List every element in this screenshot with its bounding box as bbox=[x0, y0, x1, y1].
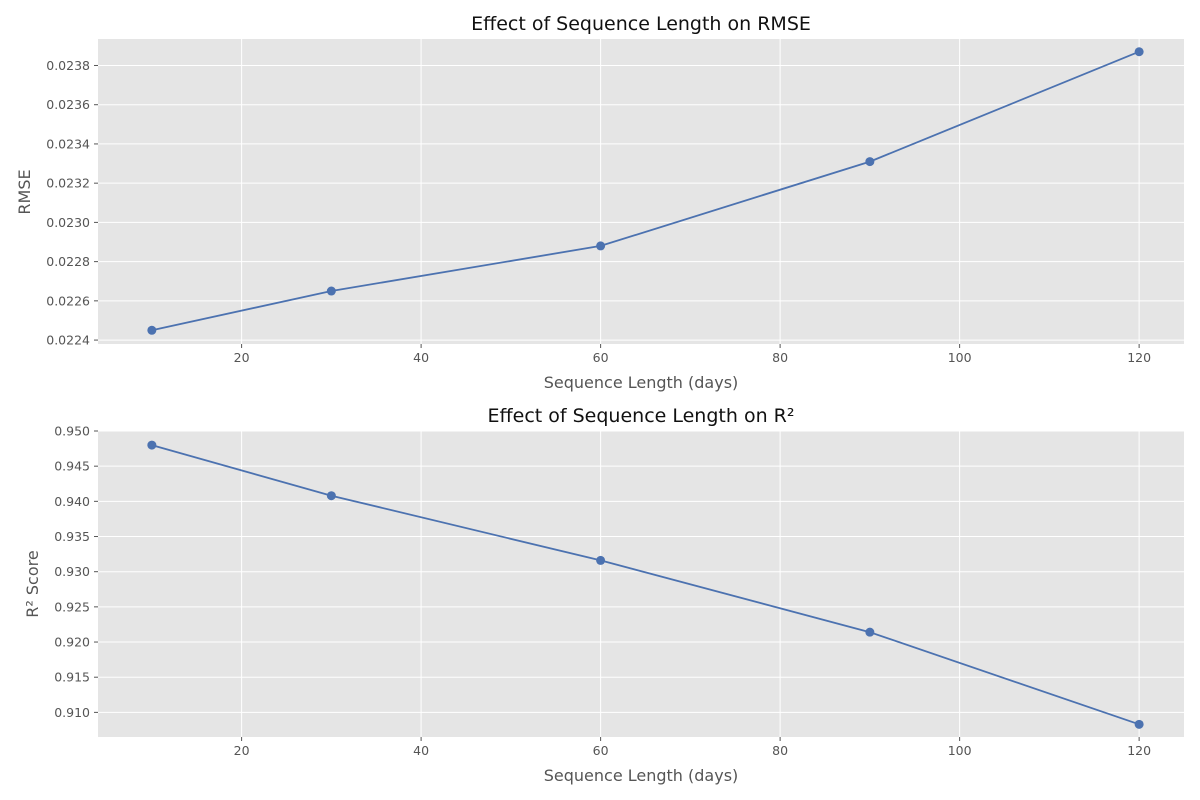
r2-x-tick-label: 60 bbox=[593, 743, 609, 758]
r2-y-tick-label: 0.935 bbox=[54, 529, 90, 544]
r2-x-tick-label: 20 bbox=[234, 743, 250, 758]
rmse-plot-area bbox=[98, 39, 1184, 344]
rmse-chart: 20 40 60 80 100 120 0.0224 0.0226 0.0228 0.0230 0.… bbox=[15, 13, 1184, 392]
rmse-x-tick-label: 120 bbox=[1127, 350, 1151, 365]
r2-chart: 20 40 60 80 100 120 0.910 0.915 0.920 0.925 0.930 0… bbox=[23, 405, 1184, 785]
rmse-y-tick-label: 0.0236 bbox=[46, 97, 90, 112]
rmse-series bbox=[147, 47, 1144, 335]
rmse-x-tick-label: 80 bbox=[772, 350, 788, 365]
rmse-y-tick-label: 0.0224 bbox=[46, 333, 90, 348]
rmse-y-tick-label: 0.0234 bbox=[46, 136, 90, 151]
rmse-x-tick-label: 20 bbox=[234, 350, 250, 365]
r2-y-tick-label: 0.950 bbox=[54, 424, 90, 439]
r2-data-point bbox=[147, 440, 157, 450]
r2-x-axis-label: Sequence Length (days) bbox=[544, 766, 739, 785]
r2-data-point bbox=[326, 491, 336, 501]
rmse-y-tick-label: 0.0226 bbox=[46, 293, 90, 308]
r2-y-tick-label: 0.940 bbox=[54, 494, 90, 509]
rmse-data-point bbox=[326, 286, 336, 296]
rmse-x-axis-label: Sequence Length (days) bbox=[544, 373, 739, 392]
r2-y-tick-label: 0.930 bbox=[54, 564, 90, 579]
rmse-chart-title: Effect of Sequence Length on RMSE bbox=[471, 13, 811, 35]
r2-chart-title: Effect of Sequence Length on R² bbox=[488, 405, 795, 427]
rmse-data-point bbox=[865, 157, 875, 167]
r2-y-axis-label: R² Score bbox=[23, 550, 42, 617]
rmse-y-tick-label: 0.0230 bbox=[46, 215, 90, 230]
rmse-x-tick-label: 100 bbox=[948, 350, 972, 365]
r2-x-tick-label: 120 bbox=[1127, 743, 1151, 758]
rmse-grid bbox=[98, 39, 1184, 344]
r2-ticks: 20 40 60 80 100 120 0.910 0.915 0.920 0.925 0.930 0… bbox=[54, 424, 1151, 759]
r2-y-tick-label: 0.925 bbox=[54, 599, 90, 614]
rmse-data-point bbox=[596, 241, 606, 251]
rmse-ticks: 20 40 60 80 100 120 0.0224 0.0226 0.0228 0.0230 0.… bbox=[46, 58, 1151, 365]
r2-data-point bbox=[865, 627, 875, 637]
rmse-y-axis-label: RMSE bbox=[15, 169, 34, 214]
r2-data-point bbox=[1134, 719, 1144, 729]
r2-y-tick-label: 0.920 bbox=[54, 635, 90, 650]
r2-y-tick-label: 0.945 bbox=[54, 459, 90, 474]
rmse-y-tick-label: 0.0238 bbox=[46, 58, 90, 73]
r2-x-tick-label: 100 bbox=[948, 743, 972, 758]
r2-y-tick-label: 0.910 bbox=[54, 705, 90, 720]
r2-plot-area bbox=[98, 431, 1184, 737]
r2-x-tick-label: 80 bbox=[772, 743, 788, 758]
rmse-y-tick-label: 0.0228 bbox=[46, 254, 90, 269]
rmse-data-point bbox=[147, 325, 157, 335]
r2-y-tick-label: 0.915 bbox=[54, 670, 90, 685]
rmse-y-tick-label: 0.0232 bbox=[46, 176, 90, 191]
r2-x-tick-label: 40 bbox=[413, 743, 429, 758]
rmse-x-tick-label: 60 bbox=[593, 350, 609, 365]
r2-series bbox=[147, 440, 1144, 729]
r2-data-point bbox=[596, 555, 606, 565]
rmse-data-point bbox=[1134, 47, 1144, 57]
rmse-x-tick-label: 40 bbox=[413, 350, 429, 365]
